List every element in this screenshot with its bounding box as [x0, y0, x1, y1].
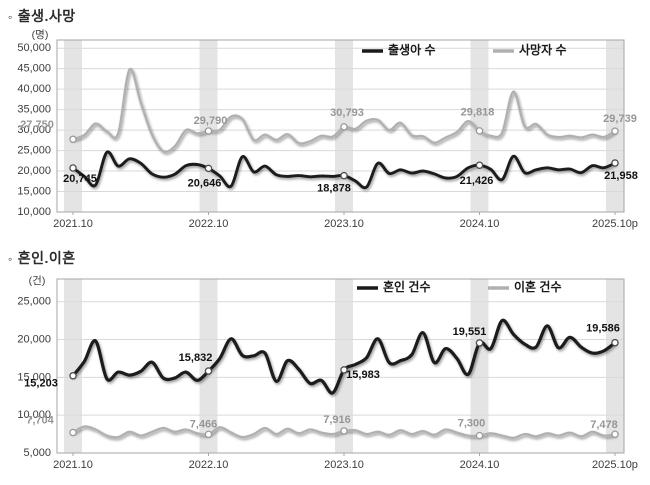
divorces-data-label: 7,478 [590, 419, 618, 431]
highlight-band [606, 279, 624, 453]
y-axis-tick-label: 35,000 [17, 104, 51, 116]
deaths-point-marker [204, 127, 213, 135]
divorces-data-label: 7,704 [26, 414, 54, 426]
highlight-band [199, 279, 218, 453]
x-axis-tick-label: 2025.10p [592, 218, 638, 230]
marriages-data-label: 19,551 [453, 326, 487, 338]
highlight-band [606, 40, 624, 212]
marriages-point-marker [611, 338, 619, 347]
y-axis-tick-label: 40,000 [17, 83, 51, 95]
y-axis-tick-label: 25,000 [17, 144, 51, 156]
deaths-point-marker [69, 135, 77, 144]
deaths-data-label: 27,750 [20, 119, 54, 131]
y-axis-tick-label: 30,000 [17, 124, 51, 136]
x-axis-tick-label: 2023.10 [324, 459, 364, 471]
section-title-text-marriage-divorce: 혼인.이혼 [17, 250, 76, 266]
x-axis-tick-label: 2024.10 [460, 218, 500, 230]
axis-unit-label: (명) [32, 29, 49, 41]
births-data-label: 20,745 [63, 173, 97, 185]
x-axis-tick-label: 2021.10 [53, 459, 93, 471]
plot-border [56, 278, 625, 454]
marriages-data-label: 15,832 [179, 352, 213, 364]
deaths-data-label: 29,790 [194, 115, 228, 127]
section-title-marriage-divorce: ◦ 혼인.이혼 [8, 248, 76, 268]
marriages-point-marker [204, 367, 213, 375]
deaths-data-label: 29,739 [603, 113, 637, 125]
births-data-label: 20,646 [188, 177, 222, 189]
section-title-text-birth-death: 출생.사망 [17, 8, 76, 24]
births-data-label: 21,426 [460, 175, 494, 187]
x-axis-tick-label: 2024.10 [460, 459, 500, 471]
legend-label: 이혼 건수 [514, 279, 562, 294]
x-axis-tick-label: 2021.10 [53, 218, 93, 230]
divorces-point-marker [611, 430, 619, 439]
y-axis-tick-label: 5,000 [23, 447, 51, 459]
deaths-data-label: 29,818 [461, 107, 495, 119]
y-axis-tick-label: 10,000 [17, 409, 51, 421]
legend-label: 출생아 수 [388, 42, 436, 57]
y-axis-tick-label: 10,000 [17, 206, 51, 218]
births-point-marker [340, 171, 348, 180]
legend-label: 혼인 건수 [383, 279, 431, 294]
divorces-data-label: 7,466 [190, 418, 218, 430]
x-axis-tick-label: 2025.10p [592, 459, 638, 471]
births-point-marker [475, 161, 484, 169]
highlight-band [199, 40, 218, 212]
marriages-data-label: 15,983 [346, 369, 380, 381]
bullet-icon: ◦ [8, 252, 13, 266]
chart-marriage-divorce: 5,000 10,000 15,000 20,000 25,000 (건) 2021.10 2… [17, 275, 638, 471]
divorces-point-marker [69, 428, 77, 437]
legend-label: 사망자 수 [519, 42, 567, 57]
divorces-point-marker [204, 430, 213, 439]
bullet-icon: ◦ [8, 10, 13, 24]
divorces-point-marker [340, 427, 348, 435]
y-axis-tick-label: 50,000 [17, 42, 51, 54]
y-axis-tick-label: 15,000 [17, 185, 51, 197]
marriages-data-label: 19,586 [586, 323, 620, 335]
highlight-band [470, 40, 489, 212]
deaths-point-marker [475, 127, 484, 135]
marriages-point-marker [340, 366, 348, 374]
deaths-point-marker [340, 123, 348, 131]
x-axis-tick-label: 2023.10 [324, 218, 364, 230]
chart-birth-death: 10,000 15,000 20,000 25,000 30,000 35,000 40,0… [17, 29, 638, 230]
divorces-data-label: 7,300 [458, 418, 486, 430]
marriages-point-marker [69, 372, 77, 380]
births-data-label: 21,958 [604, 170, 638, 182]
deaths-data-label: 30,793 [330, 107, 364, 119]
axis-unit-label: (건) [29, 275, 46, 287]
births-point-marker [69, 164, 77, 172]
highlight-band [335, 279, 353, 453]
divorces-data-label: 7,916 [323, 414, 351, 426]
y-axis-tick-label: 20,000 [17, 165, 51, 177]
marriages-data-label: 15,203 [24, 378, 58, 390]
x-axis-tick-label: 2022.10 [189, 459, 229, 471]
highlight-band [64, 279, 82, 453]
births-point-marker [611, 159, 619, 167]
y-axis-tick-label: 25,000 [17, 296, 51, 308]
marriages-point-marker [475, 339, 484, 347]
divorces-point-marker [475, 431, 484, 440]
deaths-point-marker [611, 127, 619, 135]
y-axis-tick-label: 20,000 [17, 333, 51, 345]
births-data-label: 18,878 [317, 183, 351, 195]
births-point-marker [204, 164, 213, 173]
section-title-birth-death: ◦ 출생.사망 [8, 6, 76, 26]
y-axis-tick-label: 45,000 [17, 63, 51, 75]
x-axis-tick-label: 2022.10 [189, 218, 229, 230]
highlight-band [470, 279, 489, 453]
highlight-band [64, 40, 82, 212]
y-axis-tick-label: 15,000 [17, 371, 51, 383]
plot-border [56, 39, 625, 213]
